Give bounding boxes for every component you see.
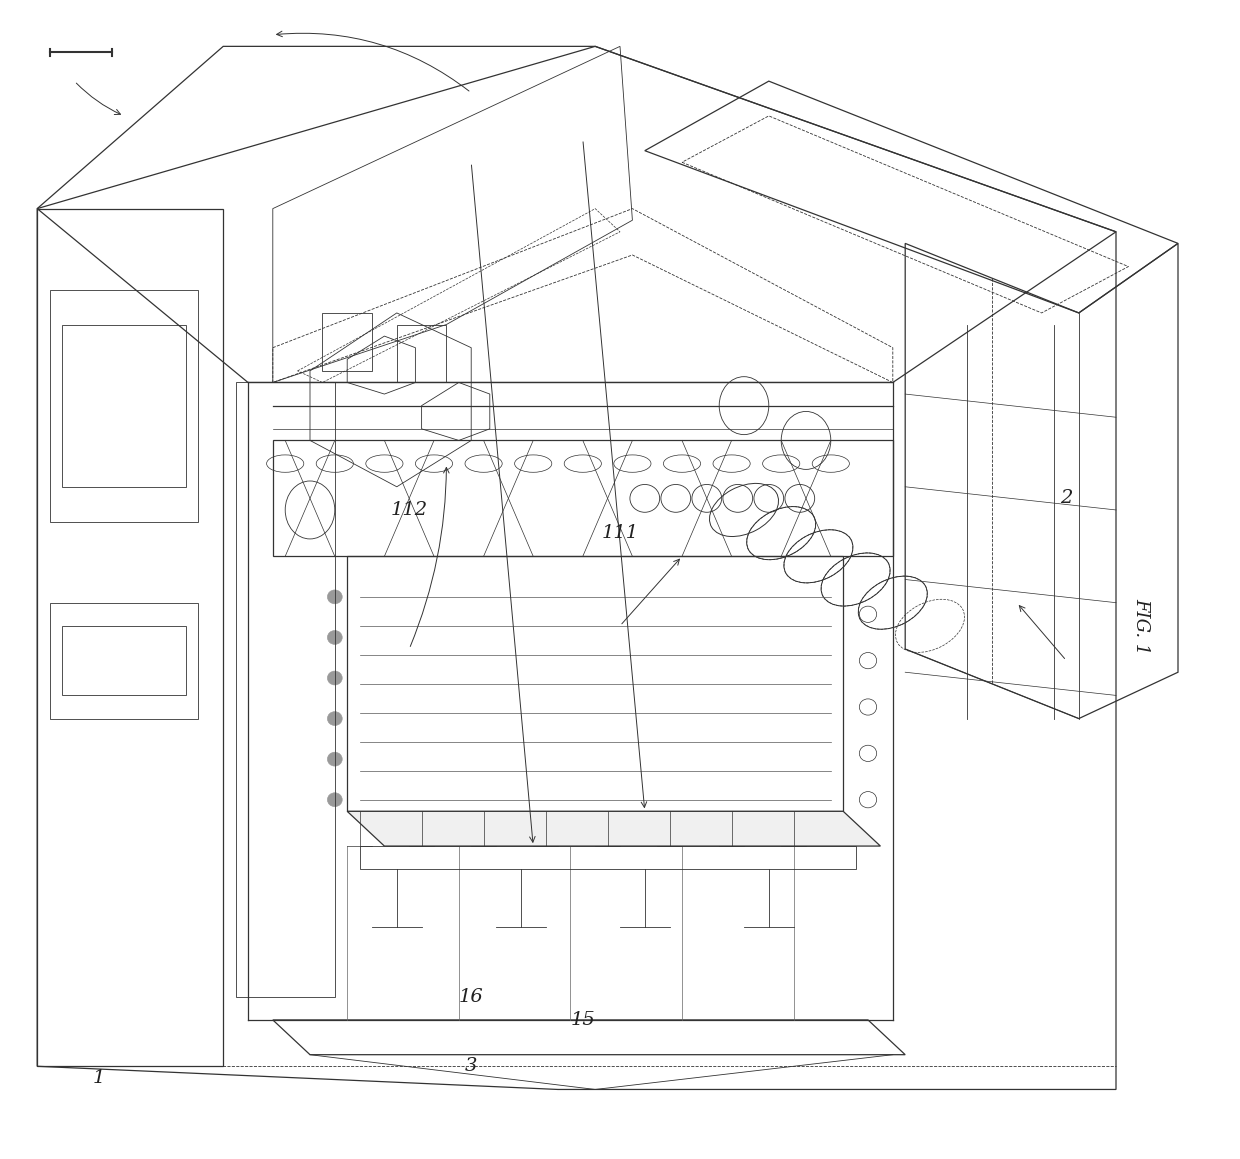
Text: 111: 111	[601, 524, 639, 542]
Text: 3: 3	[465, 1057, 477, 1076]
Text: 2: 2	[1060, 489, 1073, 508]
Circle shape	[327, 630, 342, 644]
Polygon shape	[347, 811, 880, 846]
Text: FIG. 1: FIG. 1	[1132, 598, 1149, 654]
Circle shape	[327, 671, 342, 685]
Circle shape	[327, 793, 342, 807]
Circle shape	[327, 712, 342, 726]
Circle shape	[327, 590, 342, 604]
Text: 1: 1	[93, 1069, 105, 1087]
Text: 112: 112	[391, 501, 428, 519]
Circle shape	[327, 752, 342, 766]
Text: 16: 16	[459, 987, 484, 1006]
Text: 15: 15	[570, 1011, 595, 1029]
